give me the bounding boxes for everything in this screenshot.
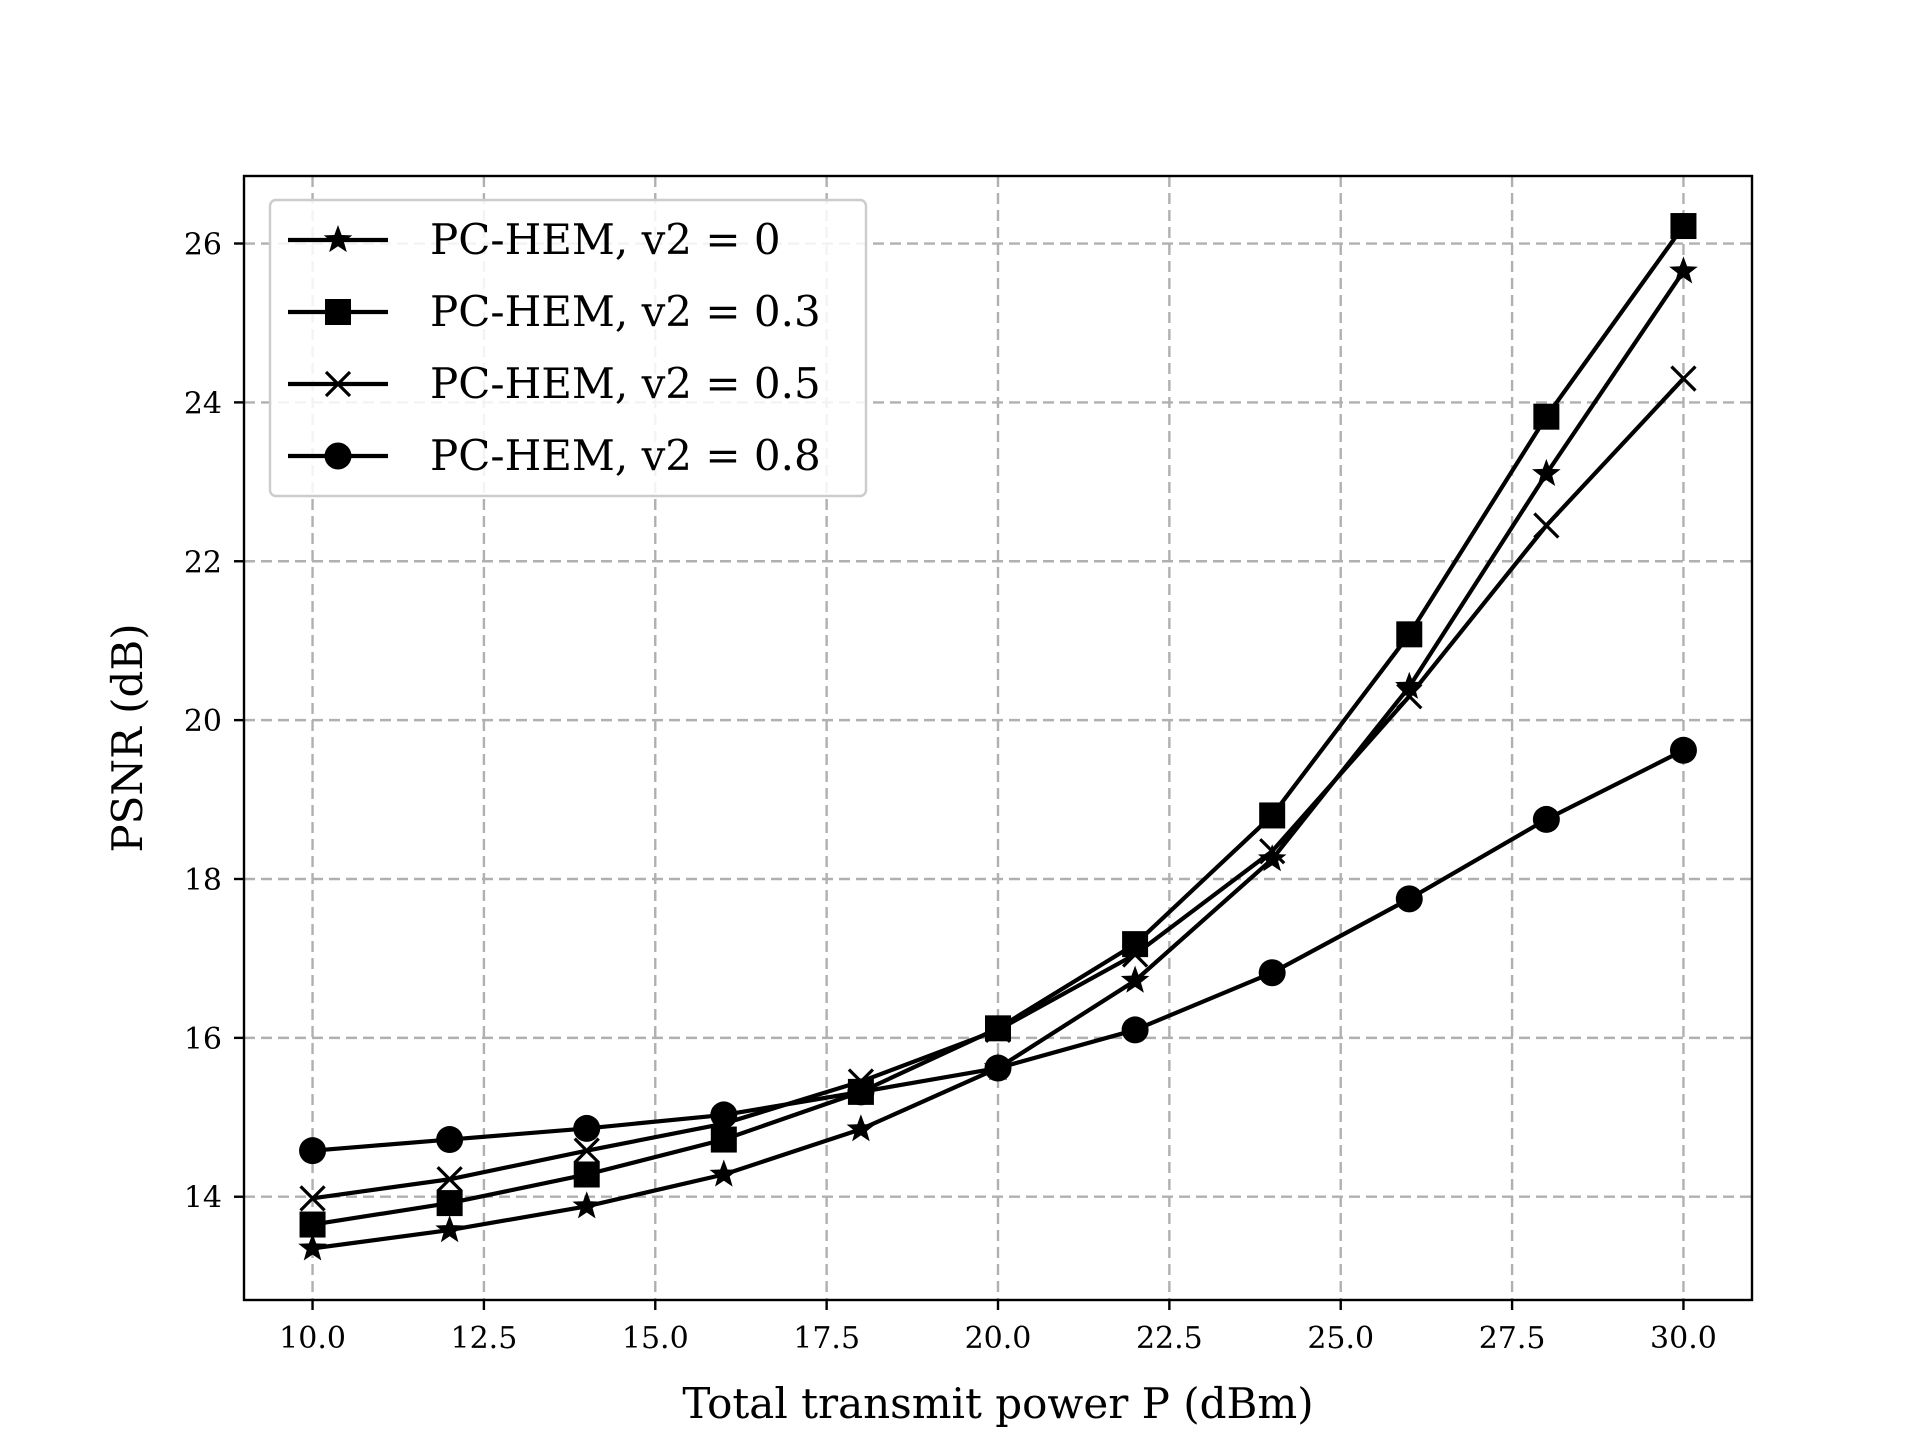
axis-ticks: 10.0 12.5 15.0 17.5 20.0 22.5 25.0 27.5 30.0 14 16… [184,228,1717,1356]
data-point [1533,512,1560,539]
data-point [573,1161,600,1188]
x-tick-label: 30.0 [1650,1321,1717,1356]
legend-marker [323,225,353,253]
data-point [572,1191,601,1219]
y-tick-label: 24 [184,386,222,421]
data-point [435,1215,464,1243]
data-point [710,1101,738,1129]
data-point [299,1185,326,1212]
data-point [709,1159,739,1187]
legend-label: PC-HEM, v2 = 0.5 [430,359,821,408]
y-tick-label: 16 [184,1022,222,1057]
x-tick-label: 10.0 [279,1321,346,1356]
legend-marker [324,370,352,398]
data-point [1121,1016,1149,1044]
legend-item: PC-HEM, v2 = 0.3 [288,287,821,336]
data-point [984,1016,1012,1044]
series-layer [298,213,1698,1261]
x-tick-label: 27.5 [1479,1321,1546,1356]
data-point [436,1166,463,1193]
data-point [436,1126,464,1154]
data-point [1395,671,1424,699]
data-point [1257,844,1287,872]
data-point [1532,805,1560,833]
data-point [1669,736,1697,764]
data-point [1669,256,1698,284]
data-point [298,1233,327,1261]
y-axis-title: PSNR (dB) [103,623,152,852]
data-point [1670,365,1697,392]
data-point [984,1054,1012,1082]
y-tick-label: 22 [184,545,222,580]
x-tick-label: 17.5 [793,1321,860,1356]
data-point [1533,403,1560,430]
x-tick-label: 12.5 [451,1321,518,1356]
data-point [1670,213,1697,240]
x-tick-label: 22.5 [1136,1321,1203,1356]
legend-label: PC-HEM, v2 = 0 [430,215,781,264]
data-point [847,1078,875,1106]
data-point [710,1126,737,1153]
y-tick-label: 14 [184,1181,222,1216]
data-point [299,1137,327,1165]
data-point [1396,621,1423,648]
data-point [1121,941,1149,968]
data-point [1259,802,1286,829]
x-axis-title: Total transmit power P (dBm) [682,1379,1313,1428]
data-point [573,1137,600,1164]
data-point [1396,683,1423,710]
legend: PC-HEM, v2 = 0 PC-HEM, v2 = 0.3 PC-HEM, v2… [268,198,868,498]
data-point [846,1114,876,1142]
y-tick-label: 20 [184,704,222,739]
data-point [573,1114,601,1142]
data-point [1259,838,1286,865]
data-point [1120,965,1150,993]
y-tick-label: 18 [184,863,222,898]
x-tick-label: 25.0 [1307,1321,1374,1356]
legend-marker [325,299,351,325]
data-point [1532,458,1561,487]
x-tick-label: 15.0 [622,1321,689,1356]
legend-item: PC-HEM, v2 = 0 [288,215,781,264]
legend-box [268,198,868,498]
data-point [299,1211,326,1238]
legend-label: PC-HEM, v2 = 0.8 [430,431,821,480]
data-point [1395,885,1423,913]
legend-item: PC-HEM, v2 = 0.8 [288,431,821,480]
legend-label: PC-HEM, v2 = 0.3 [430,287,821,336]
x-tick-label: 20.0 [965,1321,1032,1356]
data-point [1258,959,1286,987]
legend-marker [324,442,352,470]
data-point [436,1190,463,1217]
series-4 [299,736,1697,1165]
legend-item: PC-HEM, v2 = 0.5 [288,359,821,408]
y-tick-label: 26 [184,228,222,263]
